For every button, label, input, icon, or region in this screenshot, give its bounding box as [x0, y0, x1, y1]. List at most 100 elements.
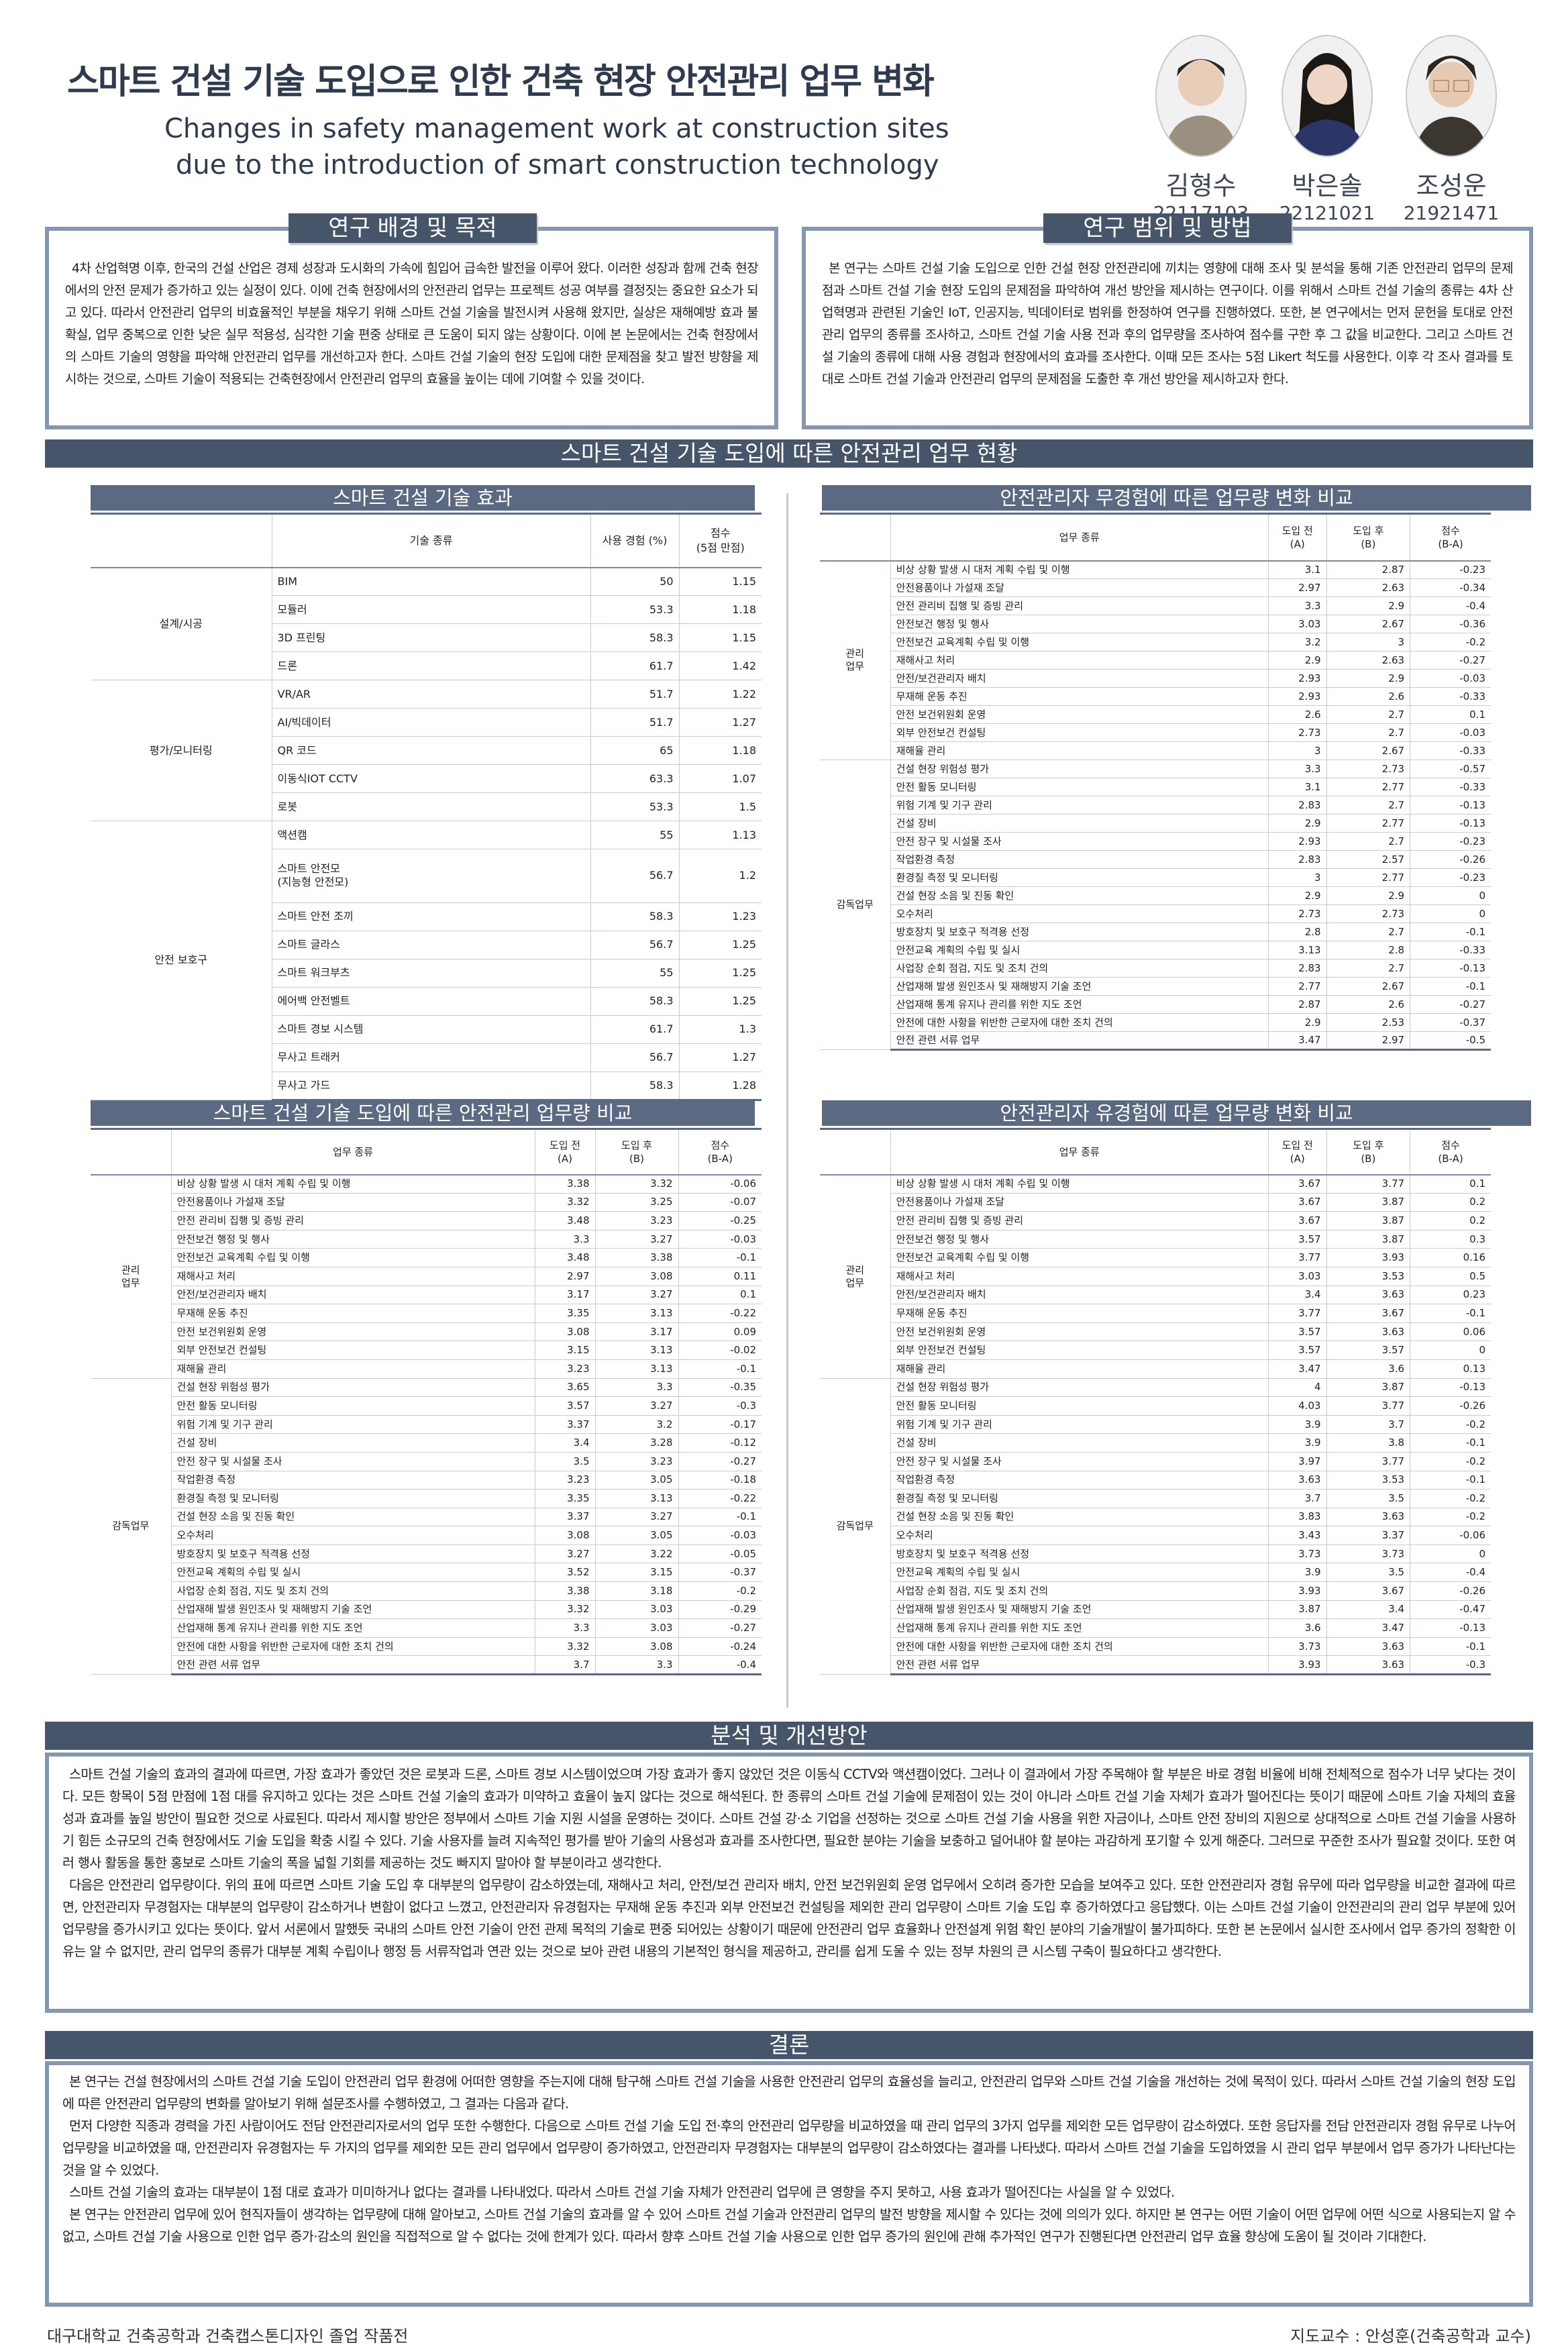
cell-task: 안전교육 계획의 수립 및 실시 [170, 1563, 535, 1583]
cell-after: 3.57 [1326, 1341, 1410, 1360]
exp-heading: 안전관리자 유경험에 따른 업무량 변화 비교 [822, 1100, 1531, 1126]
no-exp-workload-table: 업무 종류 도입 전 (A) 도입 후 (B) 점수 (B-A) 관리 업무 비상 상황 … [820, 513, 1491, 1051]
cell-before: 3.37 [534, 1508, 595, 1527]
cell-diff: -0.47 [1410, 1600, 1491, 1620]
cell-after: 2.63 [1326, 578, 1410, 597]
cell-before: 3.03 [1267, 615, 1327, 633]
column-header-score: 점수 (5점 만점) [678, 513, 762, 568]
conclusion-section: 본 연구는 건설 현장에서의 스마트 건설 기술 도입이 안전관리 업무 환경에… [45, 2061, 1533, 2307]
cell-before: 3.4 [1267, 1286, 1327, 1305]
cell-task: 재해율 관리 [890, 741, 1269, 760]
cell-score: 1.28 [678, 1072, 762, 1101]
cell-task: 안전에 대한 사항을 위반한 근로자에 대한 조치 건의 [890, 1637, 1269, 1657]
cell-before: 3.15 [534, 1341, 595, 1360]
cell-task: 산업재해 통계 유지나 관리를 위한 지도 조언 [890, 1618, 1269, 1638]
cell-task: 안전 보건위원회 운영 [890, 705, 1269, 724]
cell-before: 3.77 [1267, 1304, 1327, 1323]
cell-name: 스마트 경보 시스템 [271, 1015, 590, 1044]
group-category: 감독업무 [91, 1378, 172, 1675]
cell-after: 2.7 [1326, 723, 1410, 742]
cell-after: 2.57 [1326, 850, 1410, 869]
poster-title-english-line1: Changes in safety management work at con… [164, 113, 949, 144]
table-row: 이동식IOT CCTV 63.3 1.07 [91, 764, 762, 793]
cell-before: 3.87 [1267, 1600, 1327, 1620]
cell-diff: 0.16 [1410, 1248, 1491, 1267]
cell-task: 안전 관리비 집행 및 증빙 관리 [890, 596, 1269, 615]
cell-diff: -0.13 [1410, 1378, 1491, 1398]
conclusion-banner: 결론 [45, 2031, 1533, 2059]
cell-task: 안전보건 교육계획 수립 및 이행 [890, 633, 1269, 651]
table-row: 위험 기계 및 기구 관리 3.37 3.2 -0.17 [91, 1415, 762, 1434]
table-row: 사업장 순회 점검, 지도 및 조치 건의 2.83 2.7 -0.13 [820, 959, 1491, 978]
table-row: 외부 안전보건 컨설팅 3.57 3.57 0 [820, 1341, 1491, 1360]
table-row: 평가/모니터링 VR/AR 51.7 1.22 [91, 680, 762, 821]
table-row: 스마트 경보 시스템 61.7 1.3 [91, 1015, 762, 1044]
cell-after: 3.2 [594, 1415, 678, 1434]
cell-before: 3.03 [1267, 1267, 1327, 1286]
cell-task: 안전보건 교육계획 수립 및 이행 [170, 1248, 535, 1267]
cell-after: 2.77 [1326, 868, 1410, 887]
table-row: 무재해 운동 추진 3.35 3.13 -0.22 [91, 1304, 762, 1323]
cell-before: 3.93 [1267, 1581, 1327, 1601]
cell-task: 방호장치 및 보호구 적격용 선정 [890, 1545, 1269, 1564]
table-row: 외부 안전보건 컨설팅 3.15 3.13 -0.02 [91, 1341, 762, 1360]
table-row: 환경질 측정 및 모니터링 3 2.77 -0.23 [820, 868, 1491, 887]
table-row: 오수처리 2.73 2.73 0 [820, 904, 1491, 923]
cell-task: 건설 현장 위험성 평가 [890, 760, 1269, 778]
table-row: 안전 보건위원회 운영 3.57 3.63 0.06 [820, 1322, 1491, 1342]
cell-before: 3.77 [1267, 1248, 1327, 1267]
cell-score: 1.25 [678, 959, 762, 988]
cell-before: 3.48 [534, 1211, 595, 1231]
cell-before: 2.6 [1267, 705, 1327, 724]
cell-task: 사업장 순회 점검, 지도 및 조치 건의 [890, 1581, 1269, 1601]
cell-after: 3.18 [594, 1581, 678, 1601]
cell-after: 2.67 [1326, 977, 1410, 996]
column-header-category [91, 513, 272, 568]
cell-task: 비상 상황 발생 시 대처 계획 수립 및 이행 [170, 1174, 535, 1194]
cell-task: 안전/보건관리자 배치 [890, 1286, 1269, 1305]
cell-usage: 61.7 [590, 1015, 679, 1044]
cell-task: 건설 현장 소음 및 진동 확인 [170, 1508, 535, 1527]
cell-before: 3.1 [1267, 560, 1327, 579]
table-row: 안전/보건관리자 배치 3.4 3.63 0.23 [820, 1286, 1491, 1305]
table-row: 안전에 대한 사항을 위반한 근로자에 대한 조치 건의 3.32 3.08 -0.2… [91, 1637, 762, 1657]
table-row: 모듈러 53.3 1.18 [91, 595, 762, 624]
cell-after: 2.53 [1326, 1013, 1410, 1032]
cell-before: 3.7 [1267, 1489, 1327, 1508]
cell-score: 1.23 [678, 902, 762, 931]
cell-after: 3.67 [1326, 1581, 1410, 1601]
cell-task: 건설 장비 [170, 1433, 535, 1453]
analysis-banner: 분석 및 개선방안 [45, 1722, 1533, 1750]
table-row: 안전 장구 및 시설물 조사 2.93 2.7 -0.23 [820, 832, 1491, 851]
cell-after: 3.03 [594, 1618, 678, 1638]
group-category: 평가/모니터링 [91, 680, 272, 821]
conclusion-paragraph: 본 연구는 건설 현장에서의 스마트 건설 기술 도입이 안전관리 업무 환경에… [62, 2074, 1516, 2111]
cell-before: 2.93 [1267, 687, 1327, 706]
table-row: 환경질 측정 및 모니터링 3.7 3.5 -0.2 [820, 1489, 1491, 1508]
cell-task: 위험 기계 및 기구 관리 [170, 1415, 535, 1434]
cell-after: 3.63 [1326, 1508, 1410, 1527]
cell-diff: -0.03 [1410, 723, 1491, 742]
cell-score: 1.5 [678, 792, 762, 821]
table-row: 안전보건 행정 및 행사 3.57 3.87 0.3 [820, 1230, 1491, 1249]
cell-name: 무사고 가드 [271, 1072, 590, 1101]
cell-before: 3.3 [534, 1618, 595, 1638]
cell-after: 2.97 [1326, 1031, 1410, 1051]
cell-diff: -0.35 [678, 1378, 762, 1398]
cell-after: 3.08 [594, 1637, 678, 1657]
poster-title-korean: 스마트 건설 기술 도입으로 인한 건축 현장 안전관리 업무 변화 [67, 62, 935, 102]
group-category: 감독업무 [820, 1378, 891, 1675]
cell-task: 외부 안전보건 컨설팅 [170, 1341, 535, 1360]
cell-score: 1.13 [678, 821, 762, 849]
cell-name: AI/빅데이터 [271, 708, 590, 737]
cell-before: 3.3 [1267, 760, 1327, 778]
cell-after: 3.87 [1326, 1193, 1410, 1212]
table-row: 관리 업무 비상 상황 발생 시 대처 계획 수립 및 이행 3.38 3.32 -0.… [91, 1174, 762, 1379]
cell-before: 3.48 [534, 1248, 595, 1267]
cell-after: 3.13 [594, 1489, 678, 1508]
cell-task: 안전 장구 및 시설물 조사 [170, 1452, 535, 1471]
table-row: 안전 관리비 집행 및 증빙 관리 3.67 3.87 0.2 [820, 1211, 1491, 1231]
cell-usage: 50 [590, 567, 679, 596]
table-row: 안전용품이나 가설재 조달 3.32 3.25 -0.07 [91, 1193, 762, 1212]
cell-usage: 56.7 [590, 931, 679, 959]
